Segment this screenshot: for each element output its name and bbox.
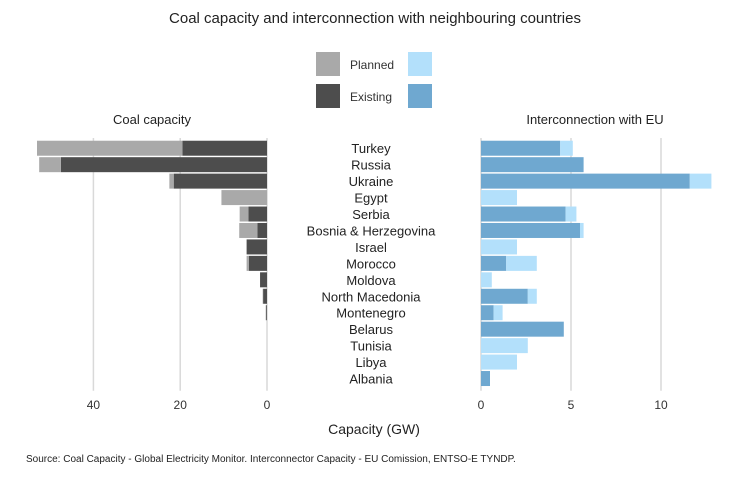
interconnection-bar-existing (481, 322, 564, 337)
interconnection-bar-existing (481, 141, 560, 156)
interconnection-bar-planned (481, 190, 517, 205)
interconnection-bar-planned (566, 207, 577, 222)
interconnection-bar-existing (481, 371, 490, 386)
interconnection-bar-existing (481, 256, 506, 271)
country-label: Belarus (349, 322, 394, 337)
coal-bar-existing (247, 239, 267, 254)
coal-bar-existing (257, 223, 267, 238)
interconnection-bar-planned (494, 305, 503, 320)
country-label: Morocco (346, 256, 396, 271)
interconnection-bar-existing (481, 174, 690, 189)
interconnection-bar-planned (580, 223, 584, 238)
coal-bar-existing (248, 207, 267, 222)
coal-bar-existing (266, 305, 267, 320)
coal-bar-planned (247, 256, 249, 271)
coal-bar-planned (239, 223, 257, 238)
country-label: Israel (355, 240, 387, 255)
country-label: Serbia (352, 207, 390, 222)
legend-ic-planned-swatch (408, 52, 432, 76)
interconnection-tick-label: 0 (478, 398, 485, 412)
coal-bar-planned (221, 190, 267, 205)
interconnection-bar-planned (560, 141, 573, 156)
country-label: Bosnia & Herzegovina (307, 223, 436, 238)
coal-bar-existing (61, 157, 267, 172)
tick-labels: 0 20 40 0 5 10 (87, 398, 668, 412)
legend: Planned Existing (316, 52, 432, 108)
country-label: Moldova (346, 273, 396, 288)
coal-bar-planned (39, 157, 61, 172)
interconnection-bar-planned (481, 239, 517, 254)
country-label: Egypt (354, 191, 388, 206)
coal-bar-planned (37, 141, 182, 156)
interconnection-bar-existing (481, 157, 584, 172)
legend-planned-label: Planned (350, 58, 394, 72)
coal-tick-label: 20 (174, 398, 188, 412)
interconnection-tick-label: 5 (568, 398, 575, 412)
interconnection-bar-existing (481, 305, 494, 320)
ic-panel-title: Interconnection with EU (526, 112, 663, 127)
x-axis-label: Capacity (GW) (328, 421, 420, 437)
coal-bar-existing (182, 141, 267, 156)
coal-tick-label: 40 (87, 398, 101, 412)
interconnection-tick-label: 10 (654, 398, 668, 412)
country-label: Tunisia (350, 339, 392, 354)
interconnection-bar-planned (506, 256, 537, 271)
country-label: Turkey (351, 141, 391, 156)
coal-tick-label: 0 (264, 398, 271, 412)
legend-coal-existing-swatch (316, 84, 340, 108)
country-label: Albania (349, 372, 393, 387)
coal-bar-existing (260, 272, 267, 287)
interconnection-bar-existing (481, 223, 580, 238)
coal-bar-existing (263, 289, 267, 304)
legend-existing-label: Existing (350, 90, 392, 104)
country-label: Montenegro (336, 306, 405, 321)
country-label: North Macedonia (322, 289, 422, 304)
interconnection-bar-planned (690, 174, 712, 189)
coal-bar-existing (249, 256, 267, 271)
country-label: Libya (355, 355, 387, 370)
interconnection-bar-existing (481, 289, 528, 304)
coal-bar-planned (240, 207, 249, 222)
interconnection-bar-planned (481, 355, 517, 370)
chart-title: Coal capacity and interconnection with n… (169, 10, 581, 27)
coal-bar-planned (169, 174, 173, 189)
source-note: Source: Coal Capacity - Global Electrici… (26, 454, 516, 465)
legend-ic-existing-swatch (408, 84, 432, 108)
interconnection-bar-planned (481, 272, 492, 287)
legend-coal-planned-swatch (316, 52, 340, 76)
interconnection-bar-planned (528, 289, 537, 304)
coal-panel-title: Coal capacity (113, 112, 192, 127)
interconnection-bar-planned (481, 338, 528, 353)
country-label: Ukraine (349, 174, 394, 189)
coal-bar-existing (174, 174, 267, 189)
interconnection-bar-existing (481, 207, 566, 222)
country-label: Russia (351, 158, 392, 173)
